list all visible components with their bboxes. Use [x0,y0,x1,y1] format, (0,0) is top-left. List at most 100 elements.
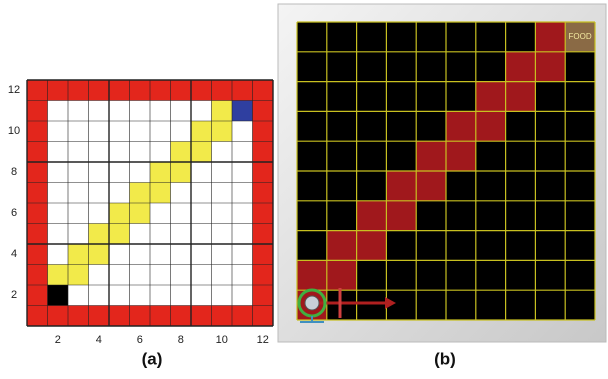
cell [130,80,151,101]
cell [27,142,48,163]
cell [89,285,110,306]
cell [191,306,212,327]
path-cell [476,82,506,112]
cell [89,306,110,327]
cell [109,121,130,142]
x-label: 8 [178,334,184,346]
cell [171,224,192,245]
cell [232,203,253,224]
y-label: 4 [11,248,17,260]
cell [68,224,89,245]
cell [232,224,253,245]
cell [89,224,110,245]
cell [253,142,274,163]
cell [109,265,130,286]
cell [109,285,130,306]
cell [130,265,151,286]
cell [191,121,212,142]
cell [68,285,89,306]
cell [253,162,274,183]
cell [48,101,69,122]
cell [212,121,233,142]
path-cell [327,260,357,290]
cell [89,265,110,286]
cell [150,285,171,306]
cell [212,80,233,101]
cell [68,183,89,204]
y-label: 6 [11,207,17,219]
cell [171,285,192,306]
path-cell [446,111,476,141]
cell [253,224,274,245]
cell [48,244,69,265]
cell [150,183,171,204]
cell [130,183,151,204]
path-cell [416,141,446,171]
cell [109,162,130,183]
x-label: 10 [216,334,228,346]
cell [150,265,171,286]
x-label: 12 [257,334,269,346]
cell [212,162,233,183]
cell [232,142,253,163]
cell [130,244,151,265]
cell [150,121,171,142]
cell [27,121,48,142]
cell [150,142,171,163]
path-cell [506,82,536,112]
path-cell [535,52,565,82]
cell [212,101,233,122]
path-cell [327,231,357,261]
cell [89,183,110,204]
cell [48,306,69,327]
cell [27,101,48,122]
cell [130,224,151,245]
path-cell [297,260,327,290]
cell [27,203,48,224]
cell [191,285,212,306]
cell [191,183,212,204]
cell [68,162,89,183]
cell [89,162,110,183]
path-cell [416,171,446,201]
cell [150,101,171,122]
path-cell [535,22,565,52]
cell [27,183,48,204]
path-cell [506,52,536,82]
cell [171,183,192,204]
cell [68,121,89,142]
cell [89,142,110,163]
cell [171,142,192,163]
cell [109,183,130,204]
cell [89,244,110,265]
cell [171,265,192,286]
cell [253,244,274,265]
cell [48,162,69,183]
cell [253,121,274,142]
cell [27,285,48,306]
cell [232,265,253,286]
cell [130,306,151,327]
cell [27,244,48,265]
cell [68,306,89,327]
cell [89,203,110,224]
x-label: 4 [96,334,102,346]
cell [48,203,69,224]
cell [212,306,233,327]
cell [253,203,274,224]
cell [171,203,192,224]
cell [130,121,151,142]
cell [232,306,253,327]
x-label: 2 [55,334,61,346]
cell [150,80,171,101]
path-cell [476,111,506,141]
cell [150,203,171,224]
cell [212,183,233,204]
cell [253,285,274,306]
y-label: 10 [8,125,20,137]
cell [68,244,89,265]
panel-b: FOOD [278,4,606,342]
cell [171,101,192,122]
cell [27,224,48,245]
cell [150,306,171,327]
